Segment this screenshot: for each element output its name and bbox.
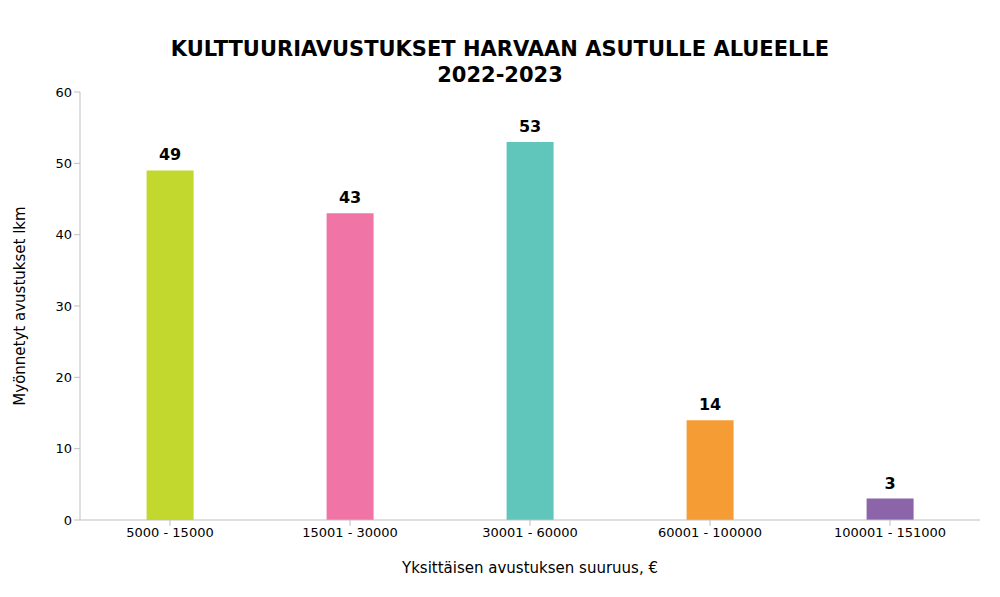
svg-text:40: 40	[55, 227, 72, 242]
html-text:2022-2023: 2022-2023	[437, 63, 563, 87]
svg-text:20: 20	[55, 370, 72, 385]
svg-text:10: 10	[55, 441, 72, 456]
svg-text:0: 0	[64, 513, 72, 528]
svg-text:30001 - 60000: 30001 - 60000	[482, 525, 578, 540]
svg-text:100001 - 151000: 100001 - 151000	[834, 525, 946, 540]
svg-text:Myönnetyt avustukset lkm: Myönnetyt avustukset lkm	[11, 206, 29, 405]
svg-text:14: 14	[699, 395, 721, 414]
svg-text:53: 53	[519, 117, 541, 136]
svg-text:50: 50	[55, 156, 72, 171]
svg-text:3: 3	[885, 474, 896, 493]
svg-text:15001 - 30000: 15001 - 30000	[302, 525, 398, 540]
svg-text:43: 43	[339, 188, 361, 207]
svg-text:5000 - 15000: 5000 - 15000	[126, 525, 213, 540]
svg-text:60001 - 100000: 60001 - 100000	[658, 525, 762, 540]
svg-text:60: 60	[55, 85, 72, 100]
svg-text:30: 30	[55, 299, 72, 314]
html-text:KULTTUURIAVUSTUKSET HARVAAN AS: KULTTUURIAVUSTUKSET HARVAAN ASUTULLE ALU…	[170, 37, 830, 61]
svg-text:49: 49	[159, 145, 181, 164]
svg-text:Yksittäisen avustuksen suuruus: Yksittäisen avustuksen suuruus, €	[401, 559, 658, 577]
